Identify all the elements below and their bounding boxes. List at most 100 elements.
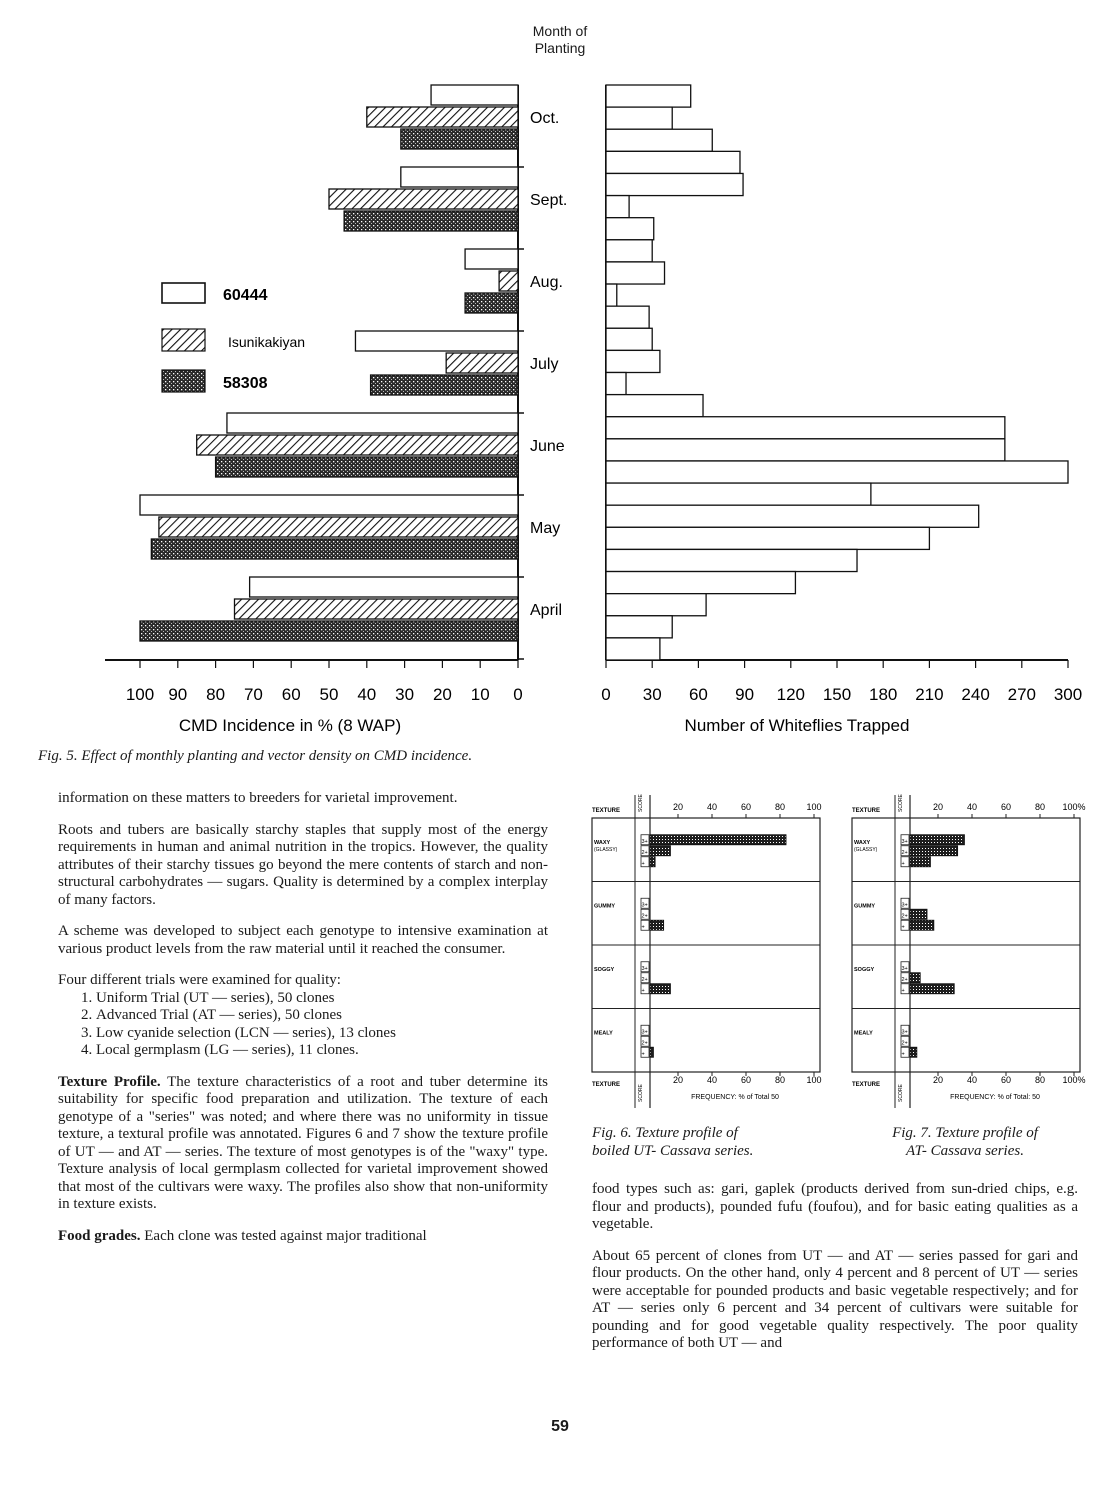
left-paragraph-4: Four different trials were examined for … (58, 972, 341, 988)
whitefly-bar (605, 371, 627, 396)
texture-group-label: SOGGY (594, 967, 615, 973)
texture-group-sublabel: (GLASSY) (594, 847, 618, 853)
frequency-tick-label: 40 (707, 802, 717, 812)
cmd-bar-2 (498, 270, 519, 292)
score-cell (640, 897, 650, 909)
cmd-bar-2 (366, 106, 519, 128)
cmd-bar-1 (464, 248, 519, 270)
texture-group-label: MEALY (594, 1030, 613, 1036)
whitefly-tick-label: 150 (823, 685, 851, 704)
cmd-bar-1 (430, 84, 519, 106)
left-paragraph-1: information on these matters to breeders… (58, 790, 458, 806)
whitefly-bar (605, 128, 713, 152)
list-item: Advanced Trial (AT — series), 50 clones (96, 1007, 548, 1025)
whitefly-bar (605, 593, 707, 617)
cmd-tick-label: 90 (168, 685, 187, 704)
frequency-tick-label: 40 (967, 1075, 977, 1085)
whitefly-bar (605, 239, 653, 263)
frequency-bar (909, 845, 959, 857)
right-paragraph-2: About 65 percent of clones from UT — and… (592, 1247, 1078, 1352)
score-label: + (902, 861, 905, 867)
whitefly-bar (605, 194, 630, 219)
frequency-bar (909, 908, 928, 920)
frequency-tick-label: 100 (806, 802, 821, 812)
texture-group-label: WAXY (854, 840, 871, 846)
score-label: + (642, 988, 645, 994)
whitefly-bar (605, 482, 872, 506)
score-label: 3+ (642, 902, 648, 908)
score-cell (900, 1024, 910, 1036)
cmd-bar-2 (445, 352, 519, 374)
whitefly-bar (605, 393, 704, 418)
left-paragraph-2: Roots and tubers are basically starchy s… (58, 821, 548, 908)
whitefly-bar (605, 438, 1006, 462)
cmd-tick-label: 70 (244, 685, 263, 704)
texture-group-label: MEALY (854, 1030, 873, 1036)
fig5-caption: Fig. 5. Effect of monthly planting and v… (38, 748, 473, 764)
whitefly-tick-label: 90 (735, 685, 754, 704)
texture-group-sublabel: (GLASSY) (854, 847, 878, 853)
food-grades-paragraph: Food grades. Each clone was tested again… (58, 1228, 548, 1246)
cmd-tick-label: 80 (206, 685, 225, 704)
whitefly-bar (605, 261, 666, 285)
frequency-tick-label: 20 (673, 1075, 683, 1085)
score-label: 3+ (902, 1029, 908, 1035)
whitefly-bar (605, 84, 692, 108)
score-cell (900, 856, 910, 868)
score-cell (900, 983, 910, 995)
frequency-tick-label: 60 (1001, 1075, 1011, 1085)
score-label: 2+ (642, 850, 648, 856)
texture-profile-paragraph: Texture Profile. The texture characteris… (58, 1074, 548, 1214)
texture-column-header: TEXTURE (592, 1082, 620, 1088)
whitefly-tick-label: 30 (643, 685, 662, 704)
whitefly-bar (605, 283, 618, 307)
whitefly-tick-label: 240 (961, 685, 989, 704)
score-label: 3+ (642, 839, 648, 845)
cmd-bar-3 (369, 374, 519, 396)
food-grades-text: Each clone was tested against major trad… (144, 1227, 427, 1244)
cmd-tick-label: 40 (357, 685, 376, 704)
whitefly-bar (605, 615, 673, 639)
frequency-bar (909, 983, 955, 995)
food-grades-heading: Food grades. (58, 1227, 141, 1244)
fig7-caption: Fig. 7. Texture profile of AT- Cassava s… (892, 1125, 1038, 1159)
frequency-tick-label: 20 (933, 1075, 943, 1085)
score-cell (640, 1035, 650, 1047)
cmd-bar-3 (343, 210, 519, 232)
list-item: Uniform Trial (UT — series), 50 clones (96, 990, 548, 1008)
score-label: 3+ (642, 1029, 648, 1035)
legend-swatch-60444 (161, 282, 206, 304)
frequency-tick-label: 40 (967, 802, 977, 812)
cmd-x-axis-label: CMD Incidence in % (8 WAP) (179, 716, 401, 735)
score-cell (900, 1046, 910, 1058)
whitefly-bar (605, 570, 797, 595)
score-cell (900, 897, 910, 909)
whitefly-tick-label: 60 (689, 685, 708, 704)
score-label: 3+ (902, 902, 908, 908)
list-item: Low cyanide selection (LCN — series), 13… (96, 1025, 548, 1043)
whitefly-tick-label: 180 (869, 685, 897, 704)
texture-column-header: TEXTURE (592, 808, 620, 814)
cmd-bar-1 (226, 412, 519, 434)
score-cell (640, 856, 650, 868)
month-label: April (530, 602, 562, 619)
legend-swatch-isunikakiyan (161, 328, 206, 352)
score-column-header: SCORE (898, 794, 904, 812)
frequency-tick-label: 60 (741, 802, 751, 812)
month-label: Sept. (530, 192, 567, 209)
frequency-tick-label: 60 (741, 1075, 751, 1085)
texture-group-label: GUMMY (594, 903, 615, 909)
frequency-tick-label: 80 (775, 1075, 785, 1085)
frequency-tick-label: 100 (806, 1075, 821, 1085)
score-label: + (642, 1051, 645, 1057)
cmd-tick-label: 30 (395, 685, 414, 704)
whitefly-bar (605, 172, 744, 197)
score-column-header: SCORE (638, 794, 644, 812)
frequency-tick-label: 100% (1062, 802, 1085, 812)
whitefly-tick-label: 300 (1054, 685, 1082, 704)
score-cell (900, 1035, 910, 1047)
frequency-bar (909, 919, 935, 931)
legend-label-isunikakiyan: Isunikakiyan (228, 334, 305, 350)
score-label: 2+ (642, 977, 648, 983)
